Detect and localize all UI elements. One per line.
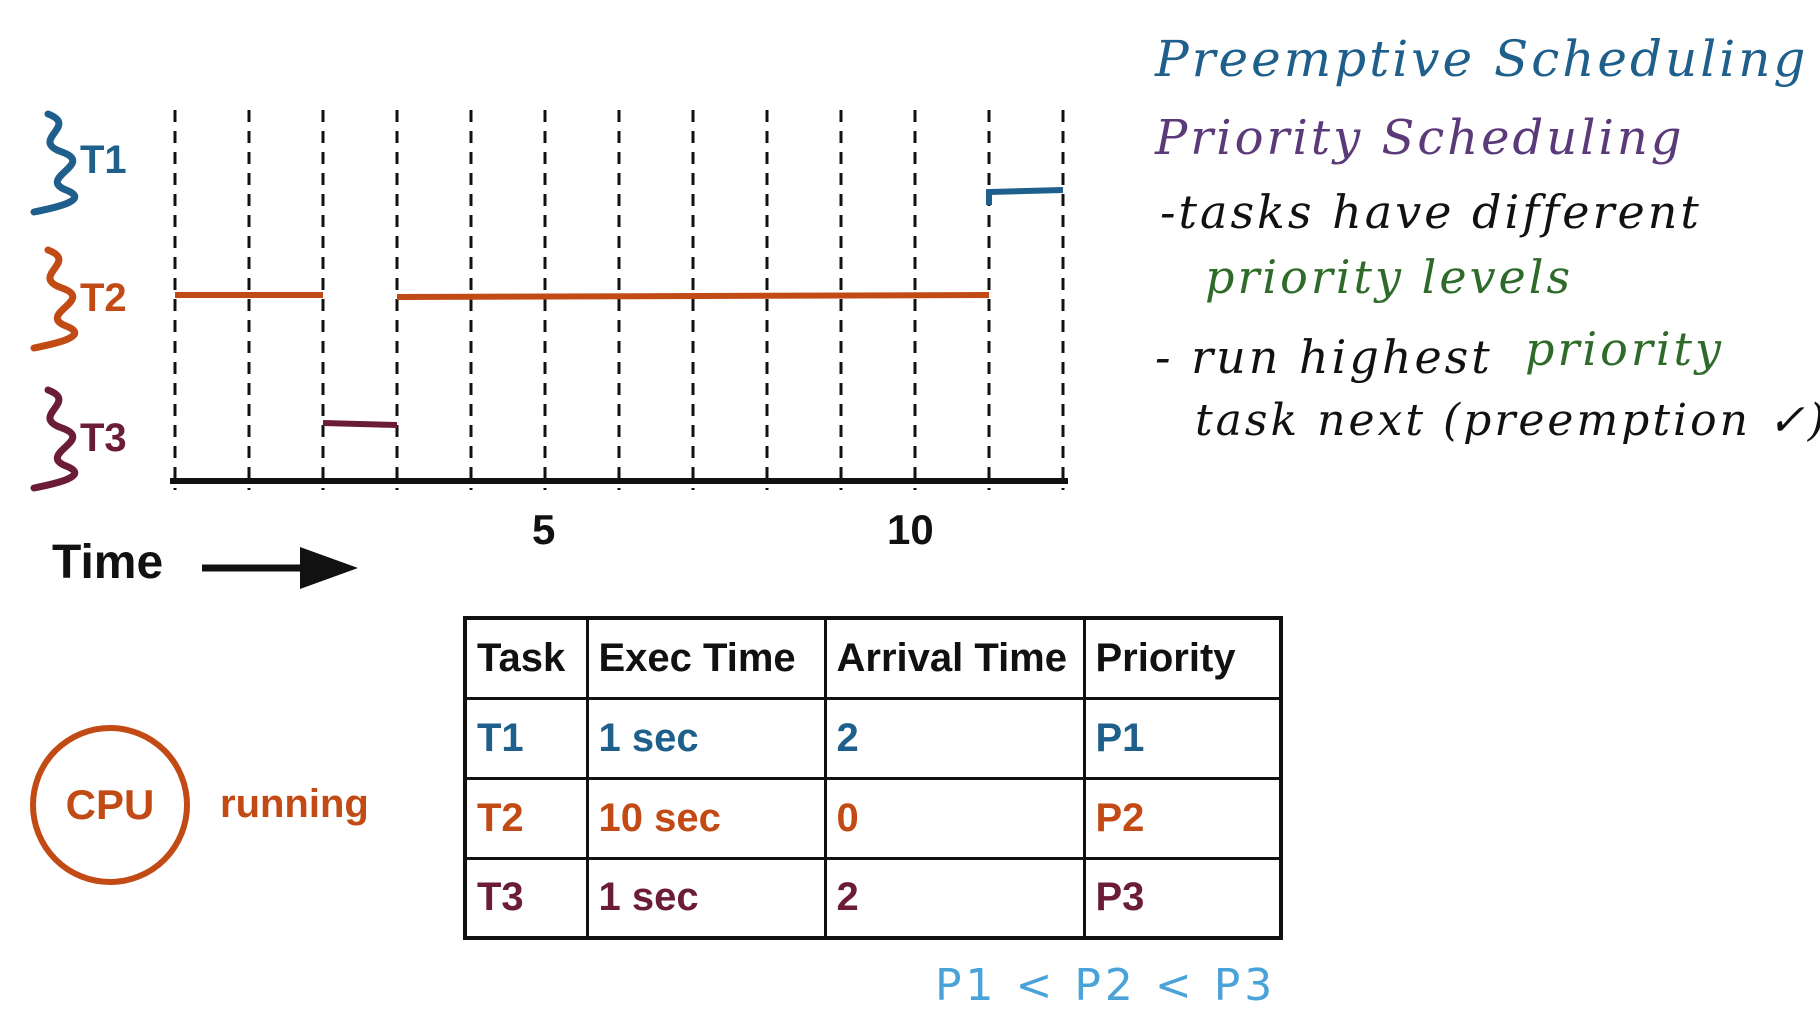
notes-title: Preemptive Scheduling: [1155, 30, 1809, 88]
cell-arrival-time: 2: [823, 856, 1086, 940]
cell-exec-time: 10 sec: [585, 776, 827, 860]
cell-priority: P3: [1082, 856, 1283, 940]
squiggle-t1-icon: [30, 110, 79, 216]
cell-priority: P1: [1082, 696, 1283, 780]
t2-run-segment: [396, 292, 990, 300]
thread-label-t2: T2: [80, 276, 127, 320]
header-task: Task: [463, 616, 589, 700]
squiggle-t2-icon: [30, 246, 79, 352]
cell-exec-time: 1 sec: [585, 856, 827, 940]
cell-arrival-time: 2: [823, 696, 1086, 780]
time-axis-label: Time: [52, 536, 164, 589]
cell-priority: P2: [1082, 776, 1283, 860]
table-row: T3 1 sec 2 P3: [463, 856, 1283, 940]
squiggle-t3-icon: [30, 386, 79, 492]
notes-bullet-2-priority: priority: [1525, 322, 1725, 376]
notes-subtitle: Priority Scheduling: [1155, 110, 1685, 166]
cpu-label: CPU: [65, 781, 155, 828]
notes-bullet-2-line-2: task next (preemption ✓): [1195, 395, 1820, 446]
task-table: Task Exec Time Arrival Time Priority T1 …: [463, 616, 1283, 940]
thread-label-t1: T1: [80, 138, 127, 182]
header-exec-time: Exec Time: [585, 616, 827, 700]
cell-task: T1: [463, 696, 589, 780]
axis-tick-5: 5: [532, 506, 556, 553]
header-arrival-time: Arrival Time: [823, 616, 1086, 700]
cpu-status: running: [220, 782, 369, 826]
notes-bullet-1-line-2: priority levels: [1205, 250, 1574, 304]
notes-bullet-1-line-1: -tasks have different: [1160, 185, 1702, 239]
priority-order-note: P1 < P2 < P3: [935, 960, 1277, 1011]
table-row: T2 10 sec 0 P2: [463, 776, 1283, 860]
notes-bullet-2-line-1: - run highest: [1155, 330, 1493, 384]
cell-arrival-time: 0: [823, 776, 1086, 860]
time-arrow-icon: [202, 547, 358, 589]
header-priority: Priority: [1082, 616, 1283, 700]
t1-run-segment: [986, 187, 1064, 205]
cell-exec-time: 1 sec: [585, 696, 827, 780]
axis-tick-10: 10: [887, 506, 934, 553]
cpu-circle: CPU: [30, 725, 190, 885]
t3-run-segment: [322, 420, 398, 428]
timeline-diagram: [30, 110, 1068, 492]
cell-task: T3: [463, 856, 589, 940]
grid-lines: [173, 110, 1065, 490]
thread-label-t3: T3: [80, 416, 127, 460]
table-row: T1 1 sec 2 P1: [463, 696, 1283, 780]
cell-task: T2: [463, 776, 589, 860]
table-header-row: Task Exec Time Arrival Time Priority: [463, 616, 1283, 700]
